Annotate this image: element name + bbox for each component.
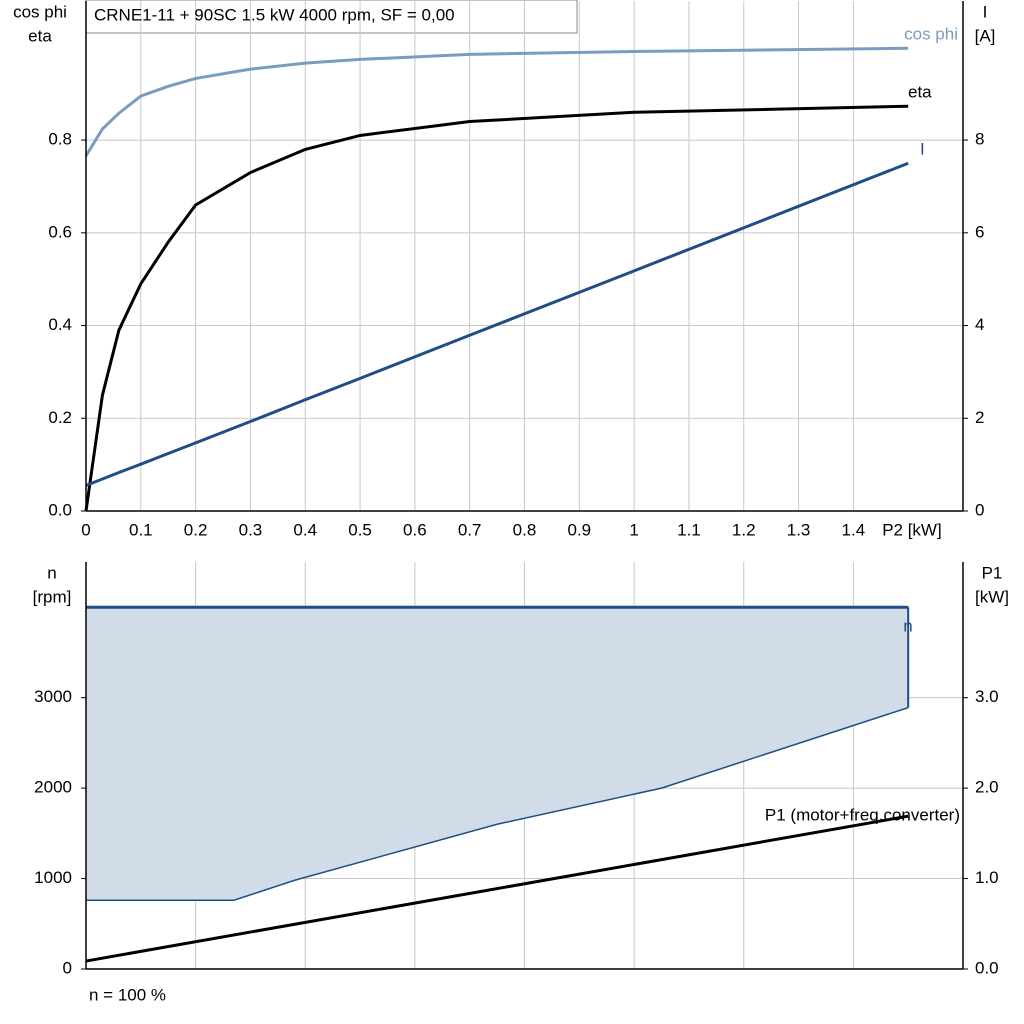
series-label: I xyxy=(920,139,925,158)
line xyxy=(84,46,909,157)
series-label: eta xyxy=(908,82,932,101)
line xyxy=(85,161,909,487)
area-lower-line xyxy=(86,706,909,902)
y2-tick-label: 0 xyxy=(975,500,984,519)
y-axis-label: eta xyxy=(28,26,52,45)
x-tick-label: 1.3 xyxy=(787,520,811,539)
y-tick-label: 0.4 xyxy=(48,315,72,334)
y2-tick-label: 2 xyxy=(975,408,984,427)
y2-axis-label: P1 xyxy=(982,563,1003,582)
x-tick-label: 0.6 xyxy=(403,520,427,539)
y-tick-label: 2000 xyxy=(34,778,72,797)
x-tick-label: 0.9 xyxy=(567,520,591,539)
series-label: cos phi xyxy=(904,24,958,43)
y2-tick-label: 3.0 xyxy=(975,687,999,706)
y2-axis-label: I xyxy=(983,2,988,21)
y-tick-label: 3000 xyxy=(34,687,72,706)
y-axis-label: [rpm] xyxy=(33,587,72,606)
y2-tick-label: 4 xyxy=(975,315,984,334)
y-tick-label: 0 xyxy=(63,958,72,977)
x-tick-label: 1.1 xyxy=(677,520,701,539)
x-tick-label: 0.4 xyxy=(293,520,317,539)
y2-tick-label: 6 xyxy=(975,222,984,241)
x-tick-label: 0.8 xyxy=(513,520,537,539)
x-axis-label: P2 [kW] xyxy=(882,520,942,539)
x-tick-label: 1 xyxy=(629,520,638,539)
footnote: n = 100 % xyxy=(89,985,166,1004)
y-tick-label: 0.2 xyxy=(48,408,72,427)
y-tick-label: 0.8 xyxy=(48,130,72,149)
y2-axis-label: [A] xyxy=(975,26,996,45)
chart-title: CRNE1-11 + 90SC 1.5 kW 4000 rpm, SF = 0,… xyxy=(94,5,455,24)
series-label: n xyxy=(903,616,912,635)
area xyxy=(86,607,909,901)
x-tick-label: 0.7 xyxy=(458,520,482,539)
x-tick-label: 1.4 xyxy=(842,520,866,539)
y-axis-label: n xyxy=(47,563,56,582)
y2-axis-label: [kW] xyxy=(975,587,1009,606)
y-tick-label: 0.0 xyxy=(48,500,72,519)
x-tick-label: 0.2 xyxy=(184,520,208,539)
line xyxy=(85,814,909,963)
x-tick-label: 0.5 xyxy=(348,520,372,539)
series-label: P1 (motor+freq.converter) xyxy=(765,805,960,824)
y-tick-label: 0.6 xyxy=(48,222,72,241)
x-tick-label: 0.1 xyxy=(129,520,153,539)
y-tick-label: 1000 xyxy=(34,868,72,887)
x-tick-label: 0.3 xyxy=(239,520,263,539)
title-box xyxy=(85,0,578,34)
x-tick-label: 1.2 xyxy=(732,520,756,539)
y2-tick-label: 0.0 xyxy=(975,958,999,977)
x-tick-label: 0 xyxy=(81,520,90,539)
y2-tick-label: 1.0 xyxy=(975,868,999,887)
line xyxy=(84,104,909,512)
y2-tick-label: 2.0 xyxy=(975,778,999,797)
y2-tick-label: 8 xyxy=(975,130,984,149)
y-axis-label: cos phi xyxy=(13,2,67,21)
